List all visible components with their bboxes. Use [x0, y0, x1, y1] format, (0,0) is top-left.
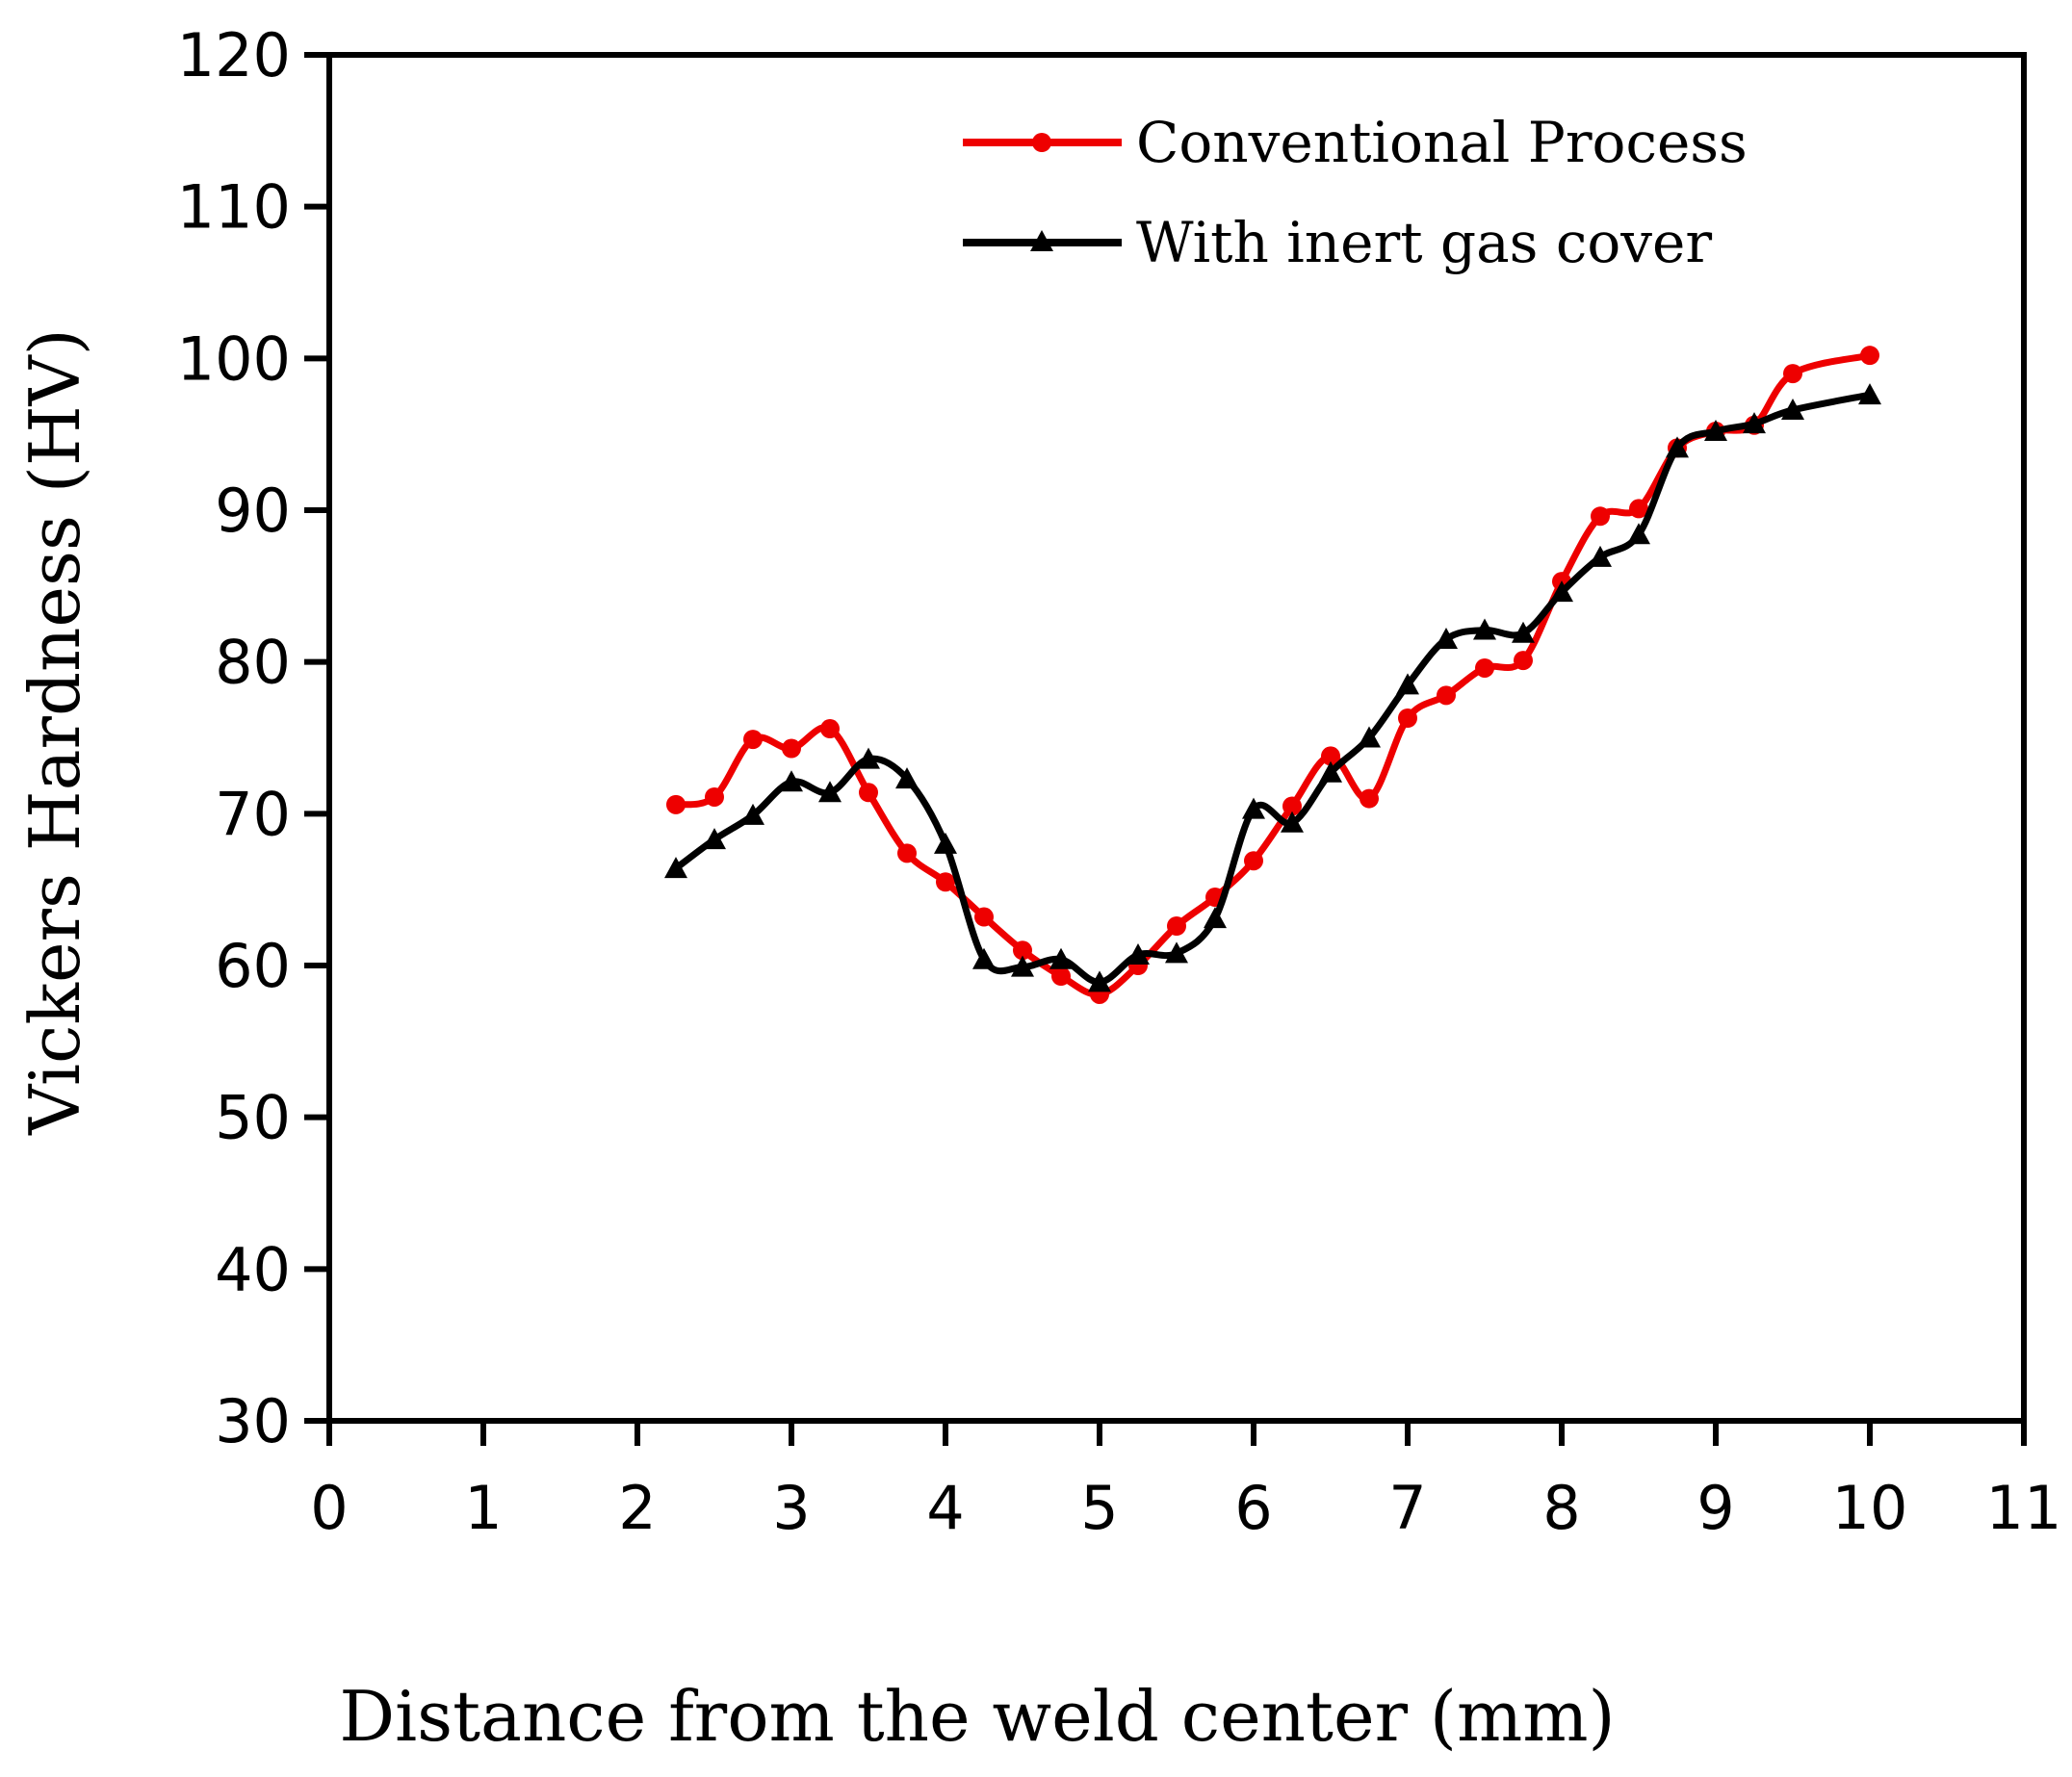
legend: Conventional Process With inert gas cove…	[963, 110, 1748, 275]
data-point	[1398, 708, 1417, 729]
data-point	[1244, 851, 1263, 871]
data-point	[1242, 797, 1265, 819]
data-point	[1704, 420, 1727, 442]
legend-label-inert-gas-cover: With inert gas cover	[1136, 210, 1712, 275]
x-tick-label: 6	[1234, 1473, 1272, 1543]
y-tick-label: 90	[215, 476, 291, 546]
data-point	[705, 786, 724, 807]
data-point	[1627, 523, 1650, 545]
series-layer	[664, 346, 1881, 1004]
data-point	[1321, 746, 1340, 766]
x-tick-label: 7	[1388, 1473, 1426, 1543]
y-axis-ticks: 30 40 50 60 70 80 90 100 110 120	[177, 20, 329, 1456]
data-point	[743, 730, 763, 750]
series-line-with-inert-gas-cover	[673, 391, 1871, 986]
data-point	[974, 907, 994, 927]
data-point	[1858, 383, 1881, 405]
x-tick-label: 2	[618, 1473, 656, 1543]
y-axis-title: Vickers Hardness (HV)	[14, 328, 95, 1136]
legend-marker-inert-gas-cover	[1030, 230, 1053, 251]
data-point	[1282, 796, 1302, 816]
data-point	[1783, 364, 1802, 384]
data-point	[780, 770, 803, 792]
data-point	[857, 747, 880, 769]
x-axis-ticks: 0 1 2 3 4 5 6 7 8 9 10 11	[310, 1421, 2061, 1543]
legend-marker-conventional-process	[1032, 133, 1051, 152]
data-point	[936, 872, 955, 892]
y-tick-label: 110	[177, 172, 291, 243]
data-point	[1167, 916, 1186, 937]
series-conventional-process	[666, 346, 1879, 1004]
x-tick-label: 9	[1696, 1473, 1734, 1543]
data-point	[1049, 947, 1073, 969]
y-tick-label: 30	[215, 1386, 291, 1456]
data-point	[1473, 618, 1496, 640]
data-point	[1011, 955, 1034, 977]
data-point	[820, 719, 840, 739]
x-tick-label: 5	[1080, 1473, 1118, 1543]
y-tick-label: 50	[215, 1083, 291, 1153]
data-point	[1127, 942, 1150, 965]
data-point	[859, 783, 878, 803]
series-with-inert-gas-cover	[664, 383, 1881, 992]
y-tick-label: 120	[177, 20, 291, 90]
data-point	[782, 738, 801, 759]
data-point	[1512, 621, 1535, 643]
data-point	[897, 843, 917, 863]
data-point	[703, 828, 726, 850]
data-point	[1435, 628, 1458, 650]
data-point	[1629, 499, 1648, 519]
x-axis-title: Distance from the weld center (mm)	[339, 1676, 1615, 1757]
data-point	[1860, 346, 1879, 366]
y-tick-label: 60	[215, 931, 291, 1001]
x-tick-label: 3	[772, 1473, 810, 1543]
data-point	[1319, 760, 1342, 783]
data-point	[1589, 545, 1612, 567]
plot-area	[326, 52, 2027, 1424]
x-tick-label: 11	[1986, 1473, 2062, 1543]
data-point	[818, 781, 842, 803]
data-point	[1437, 685, 1456, 706]
data-point	[895, 767, 919, 789]
legend-entry-conventional-process: Conventional Process	[963, 110, 1748, 175]
data-point	[664, 857, 687, 879]
x-tick-label: 8	[1542, 1473, 1580, 1543]
data-point	[666, 794, 686, 814]
legend-entry-inert-gas-cover: With inert gas cover	[963, 210, 1712, 275]
y-tick-label: 100	[177, 323, 291, 394]
data-point	[1475, 657, 1494, 678]
y-tick-label: 40	[215, 1234, 291, 1304]
data-point	[972, 947, 996, 969]
data-point	[1781, 398, 1804, 420]
data-point	[1051, 966, 1071, 987]
data-point	[1281, 811, 1304, 833]
data-point	[1396, 673, 1419, 695]
data-point	[1550, 580, 1573, 603]
data-point	[1013, 940, 1032, 961]
data-point	[1088, 970, 1111, 992]
data-point	[1204, 907, 1227, 929]
data-point	[1360, 788, 1379, 809]
x-tick-label: 1	[464, 1473, 502, 1543]
data-point	[1743, 412, 1766, 434]
y-tick-label: 80	[215, 628, 291, 698]
data-point	[1165, 941, 1188, 964]
x-tick-label: 10	[1832, 1473, 1908, 1543]
data-point	[1591, 506, 1610, 527]
data-point	[1514, 651, 1533, 671]
y-tick-label: 70	[215, 779, 291, 849]
series-line-conventional-process	[675, 351, 1871, 998]
data-point	[741, 803, 764, 825]
data-point	[1358, 726, 1381, 748]
x-tick-label: 4	[926, 1473, 964, 1543]
data-point	[934, 832, 957, 854]
legend-label-conventional-process: Conventional Process	[1136, 110, 1748, 175]
data-point	[1666, 436, 1689, 458]
x-tick-label: 0	[310, 1473, 348, 1543]
